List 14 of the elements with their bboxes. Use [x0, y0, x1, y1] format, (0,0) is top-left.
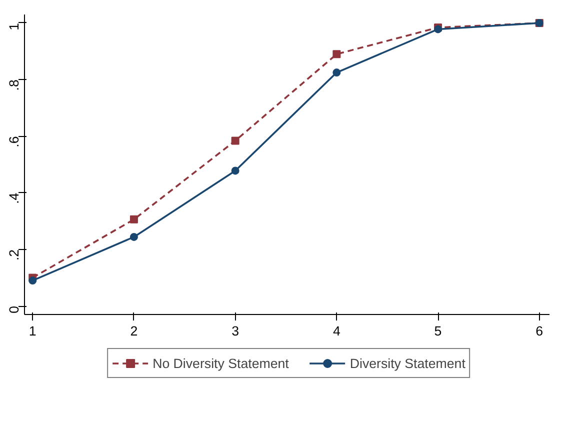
x-tick-label: 6	[536, 324, 544, 338]
y-tick-label: .4	[6, 192, 22, 204]
y-tick-label: 1	[6, 22, 22, 30]
y-tick-label: .8	[6, 80, 22, 91]
y-tick-label: .2	[6, 249, 22, 261]
legend-label: No Diversity Statement	[152, 356, 289, 370]
x-tick-label: 2	[130, 324, 138, 338]
x-tick-label: 4	[332, 324, 341, 338]
x-tick-label: 3	[232, 324, 240, 338]
legend-label: Diversity Statement	[350, 356, 466, 370]
x-tick-label: 1	[28, 324, 36, 338]
y-tick-label: 0	[6, 306, 22, 314]
y-tick-label: .6	[6, 136, 22, 148]
x-tick-label: 5	[434, 324, 442, 338]
